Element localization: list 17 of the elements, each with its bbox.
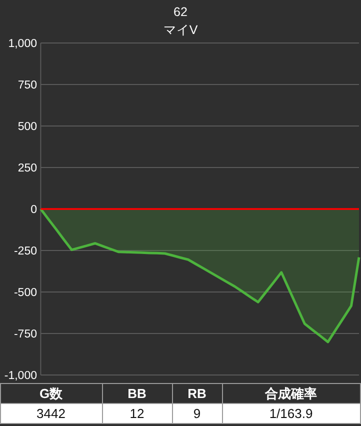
table-header-cell: G数 [0,383,103,404]
table-value-cell: 3442 [0,403,103,424]
y-tick-label: 250 [18,162,37,174]
y-tick-label: -250 [14,246,37,258]
y-tick-label: 750 [18,80,37,92]
y-tick-label: 1,000 [8,38,37,50]
subtitle: マイV [163,23,198,37]
y-tick-label: -750 [14,328,37,340]
table-header-cell: 合成確率 [222,383,361,404]
title: 62 [174,5,188,19]
y-tick-label: -500 [14,287,37,299]
table-value-cell: 12 [102,403,173,424]
y-tick-label: 500 [18,121,37,133]
y-tick-label: -1,000 [4,370,37,382]
table-value-cell: 1/163.9 [222,403,361,424]
y-tick-label: 0 [30,204,37,216]
table-value-cell: 9 [172,403,223,424]
